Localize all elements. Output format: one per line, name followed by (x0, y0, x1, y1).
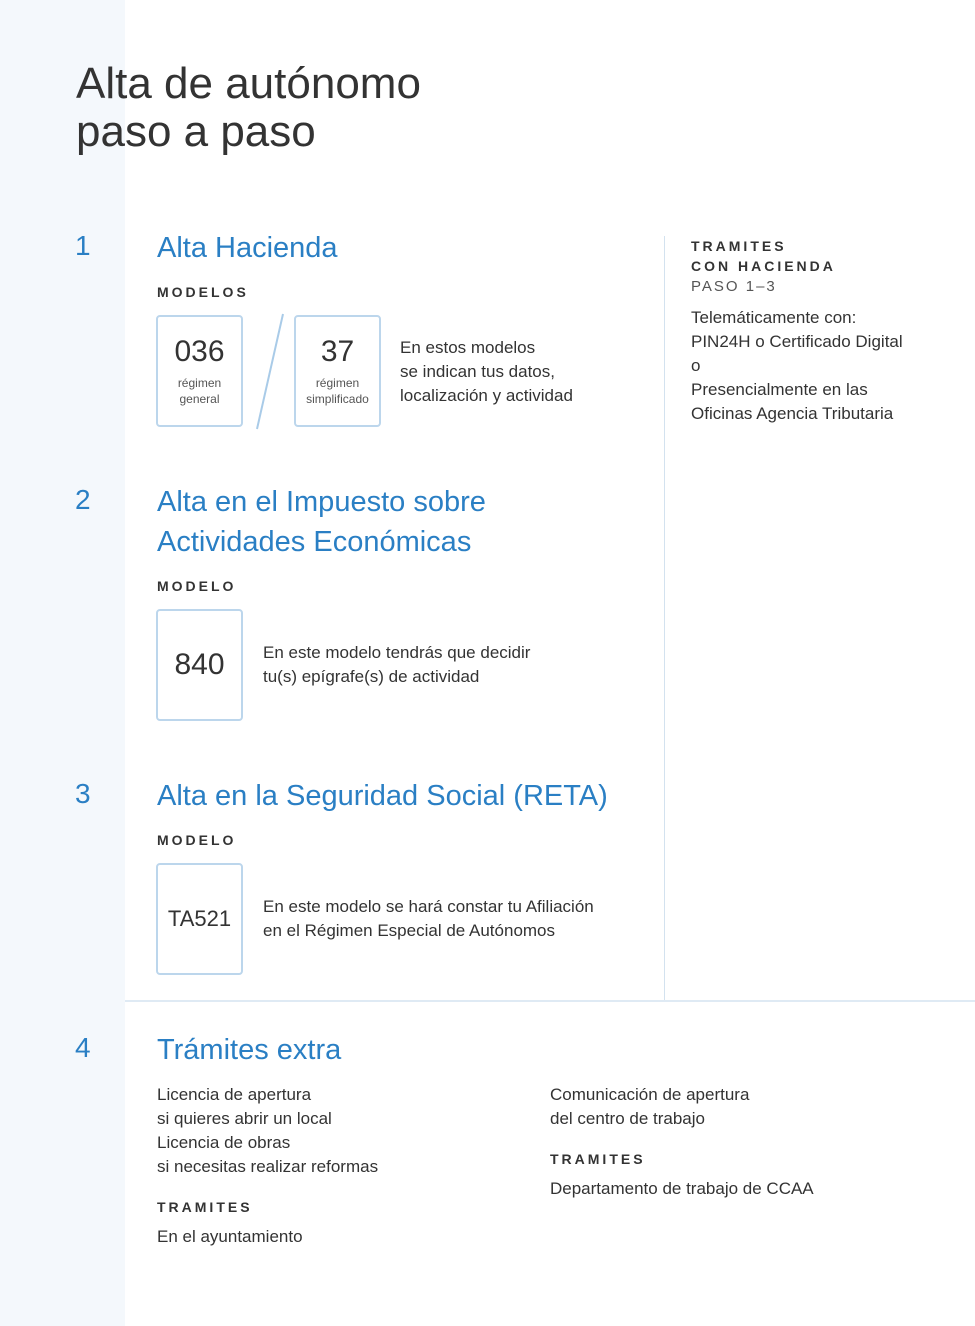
step-description: En este modelo tendrás que decidir tu(s) … (263, 643, 531, 686)
step-number: 1 (75, 230, 91, 261)
step-heading: Alta en el Impuesto sobre Actividades Eco… (157, 486, 486, 558)
step-description: En este modelo se hará constar tu Afilia… (263, 897, 594, 940)
extra-right: Comunicación de apertura del centro de tr… (550, 1085, 814, 1198)
extra-left: Licencia de apertura si quieres abrir un … (157, 1085, 379, 1246)
step-number: 3 (75, 778, 91, 809)
model-card: 840 (156, 609, 243, 721)
hacienda-info: TRAMITES CON HACIENDA PASO 1–3 Telemátic… (691, 238, 903, 423)
model-card: 37 régimen simplificado (294, 315, 381, 427)
slash-divider (256, 313, 284, 430)
page-title: Alta de autónomo paso a paso (76, 59, 421, 156)
step-number: 2 (75, 484, 91, 515)
model-label: MODELO (157, 832, 237, 848)
model-code: 840 (174, 648, 225, 681)
divider (664, 236, 665, 1000)
divider (125, 1000, 975, 1002)
step-heading: Trámites extra (157, 1034, 342, 1066)
side-strip (0, 0, 125, 1326)
models-label: MODELOS (157, 284, 249, 300)
model-code: TA521 (167, 906, 232, 931)
model-card: TA521 (156, 863, 243, 975)
model-sub: régimen simplificado (306, 376, 369, 406)
model-sub: régimen general (177, 376, 222, 406)
model-code: 036 (174, 335, 225, 368)
model-card: 036 régimen general (156, 315, 243, 427)
model-label: MODELO (157, 578, 237, 594)
step-description: En estos modelos se indican tus datos, loc… (400, 338, 573, 405)
step-number: 4 (75, 1032, 91, 1063)
step-heading: Alta en la Seguridad Social (RETA) (157, 780, 608, 812)
step-heading: Alta Hacienda (157, 232, 338, 264)
model-code: 37 (320, 335, 355, 368)
